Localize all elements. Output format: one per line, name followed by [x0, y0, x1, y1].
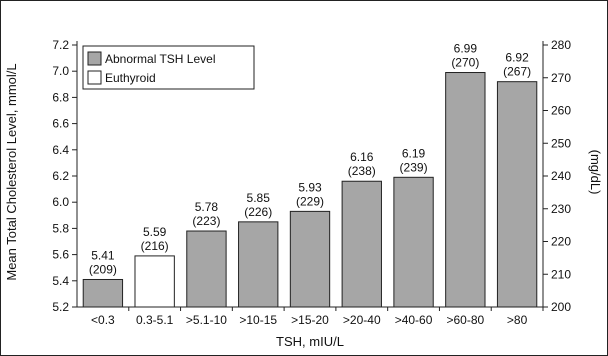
x-tick-label: >10-15 — [239, 313, 277, 327]
axes-group: 5.2 5.4 5.6 5.8 6.0 6.2 6.4 6.6 6.8 7.0 7.2 200 210 2… — [52, 38, 571, 327]
legend: Abnormal TSH Level Euthyroid — [82, 45, 255, 90]
y-tick-label: 5.2 — [52, 300, 69, 314]
y-tick-label: 5.4 — [52, 274, 69, 288]
bar — [238, 221, 279, 308]
legend-euthyroid-label: Euthyroid — [105, 71, 156, 85]
x-tick-label: 0.3-5.1 — [136, 313, 174, 327]
legend-euthyroid-swatch — [87, 70, 102, 85]
data-labels-group: 5.41(209) 5.59(216) 5.78(223) 5.85(226) 5.93… — [89, 42, 531, 277]
y2-tick-label: 220 — [551, 235, 571, 249]
x-tick-label: >15-20 — [291, 313, 329, 327]
x-tick-label: >5.1-10 — [186, 313, 227, 327]
y2-tick-label: 260 — [551, 104, 571, 118]
y2-tick-label: 280 — [551, 38, 571, 52]
bar-value-label: 5.93 — [298, 180, 322, 194]
x-axis-title: TSH, mIU/L — [276, 334, 344, 349]
legend-abnormal-label: Abnormal TSH Level — [105, 52, 216, 66]
bar — [82, 278, 124, 308]
bar-mgdl-label: (229) — [296, 194, 324, 208]
bar-mgdl-label: (216) — [141, 239, 169, 253]
legend-abnormal-swatch — [87, 51, 102, 66]
y-tick-label: 5.6 — [52, 248, 69, 262]
x-tick-label: >20-40 — [343, 313, 381, 327]
bar-mgdl-label: (267) — [503, 65, 531, 79]
y-tick-label: 7.2 — [52, 38, 69, 52]
bar — [393, 176, 434, 308]
bar — [496, 81, 538, 308]
x-tick-label: <0.3 — [91, 313, 115, 327]
bar-mgdl-label: (239) — [400, 160, 428, 174]
y-tick-label: 7.0 — [52, 64, 69, 78]
bar — [445, 72, 486, 308]
bar-value-label: 5.41 — [91, 248, 115, 262]
y-tick-label: 6.8 — [52, 90, 69, 104]
bar-value-label: 6.19 — [402, 146, 426, 160]
bars-group — [82, 72, 538, 308]
legend-box — [82, 45, 255, 90]
y-tick-label: 6.4 — [52, 143, 69, 157]
bar-value-label: 6.99 — [454, 42, 478, 56]
y-tick-label: 6.0 — [52, 195, 69, 209]
x-tick-label: >60-80 — [446, 313, 484, 327]
y2-tick-label: 240 — [551, 169, 571, 183]
x-tick-label: >40-60 — [395, 313, 433, 327]
bar-value-label: 6.16 — [350, 150, 374, 164]
y-tick-label: 6.6 — [52, 117, 69, 131]
bar-value-label: 6.92 — [505, 51, 529, 65]
y2-tick-label: 210 — [551, 267, 571, 281]
bar-value-label: 5.59 — [143, 225, 167, 239]
bar-mgdl-label: (226) — [244, 205, 272, 219]
bar-mgdl-label: (238) — [348, 164, 376, 178]
y2-tick-label: 200 — [551, 300, 571, 314]
bar — [289, 210, 331, 308]
bar — [186, 230, 227, 308]
x-tick-label: >80 — [507, 313, 528, 327]
bar-value-label: 5.85 — [247, 191, 271, 205]
y-axis-title: Mean Total Cholesterol Level, mmol/L — [4, 63, 19, 280]
bar — [134, 255, 175, 308]
bar-mgdl-label: (270) — [451, 56, 479, 70]
y-tick-label: 5.8 — [52, 221, 69, 235]
y2-tick-label: 270 — [551, 71, 571, 85]
bar-mgdl-label: (209) — [89, 262, 117, 276]
y2-axis-title: (mg/dL) — [588, 150, 603, 195]
bar — [341, 180, 382, 308]
y2-tick-label: 230 — [551, 202, 571, 216]
y-tick-label: 6.2 — [52, 169, 69, 183]
bar-value-label: 5.78 — [195, 200, 219, 214]
bar-mgdl-label: (223) — [192, 214, 220, 228]
y2-tick-label: 250 — [551, 136, 571, 150]
